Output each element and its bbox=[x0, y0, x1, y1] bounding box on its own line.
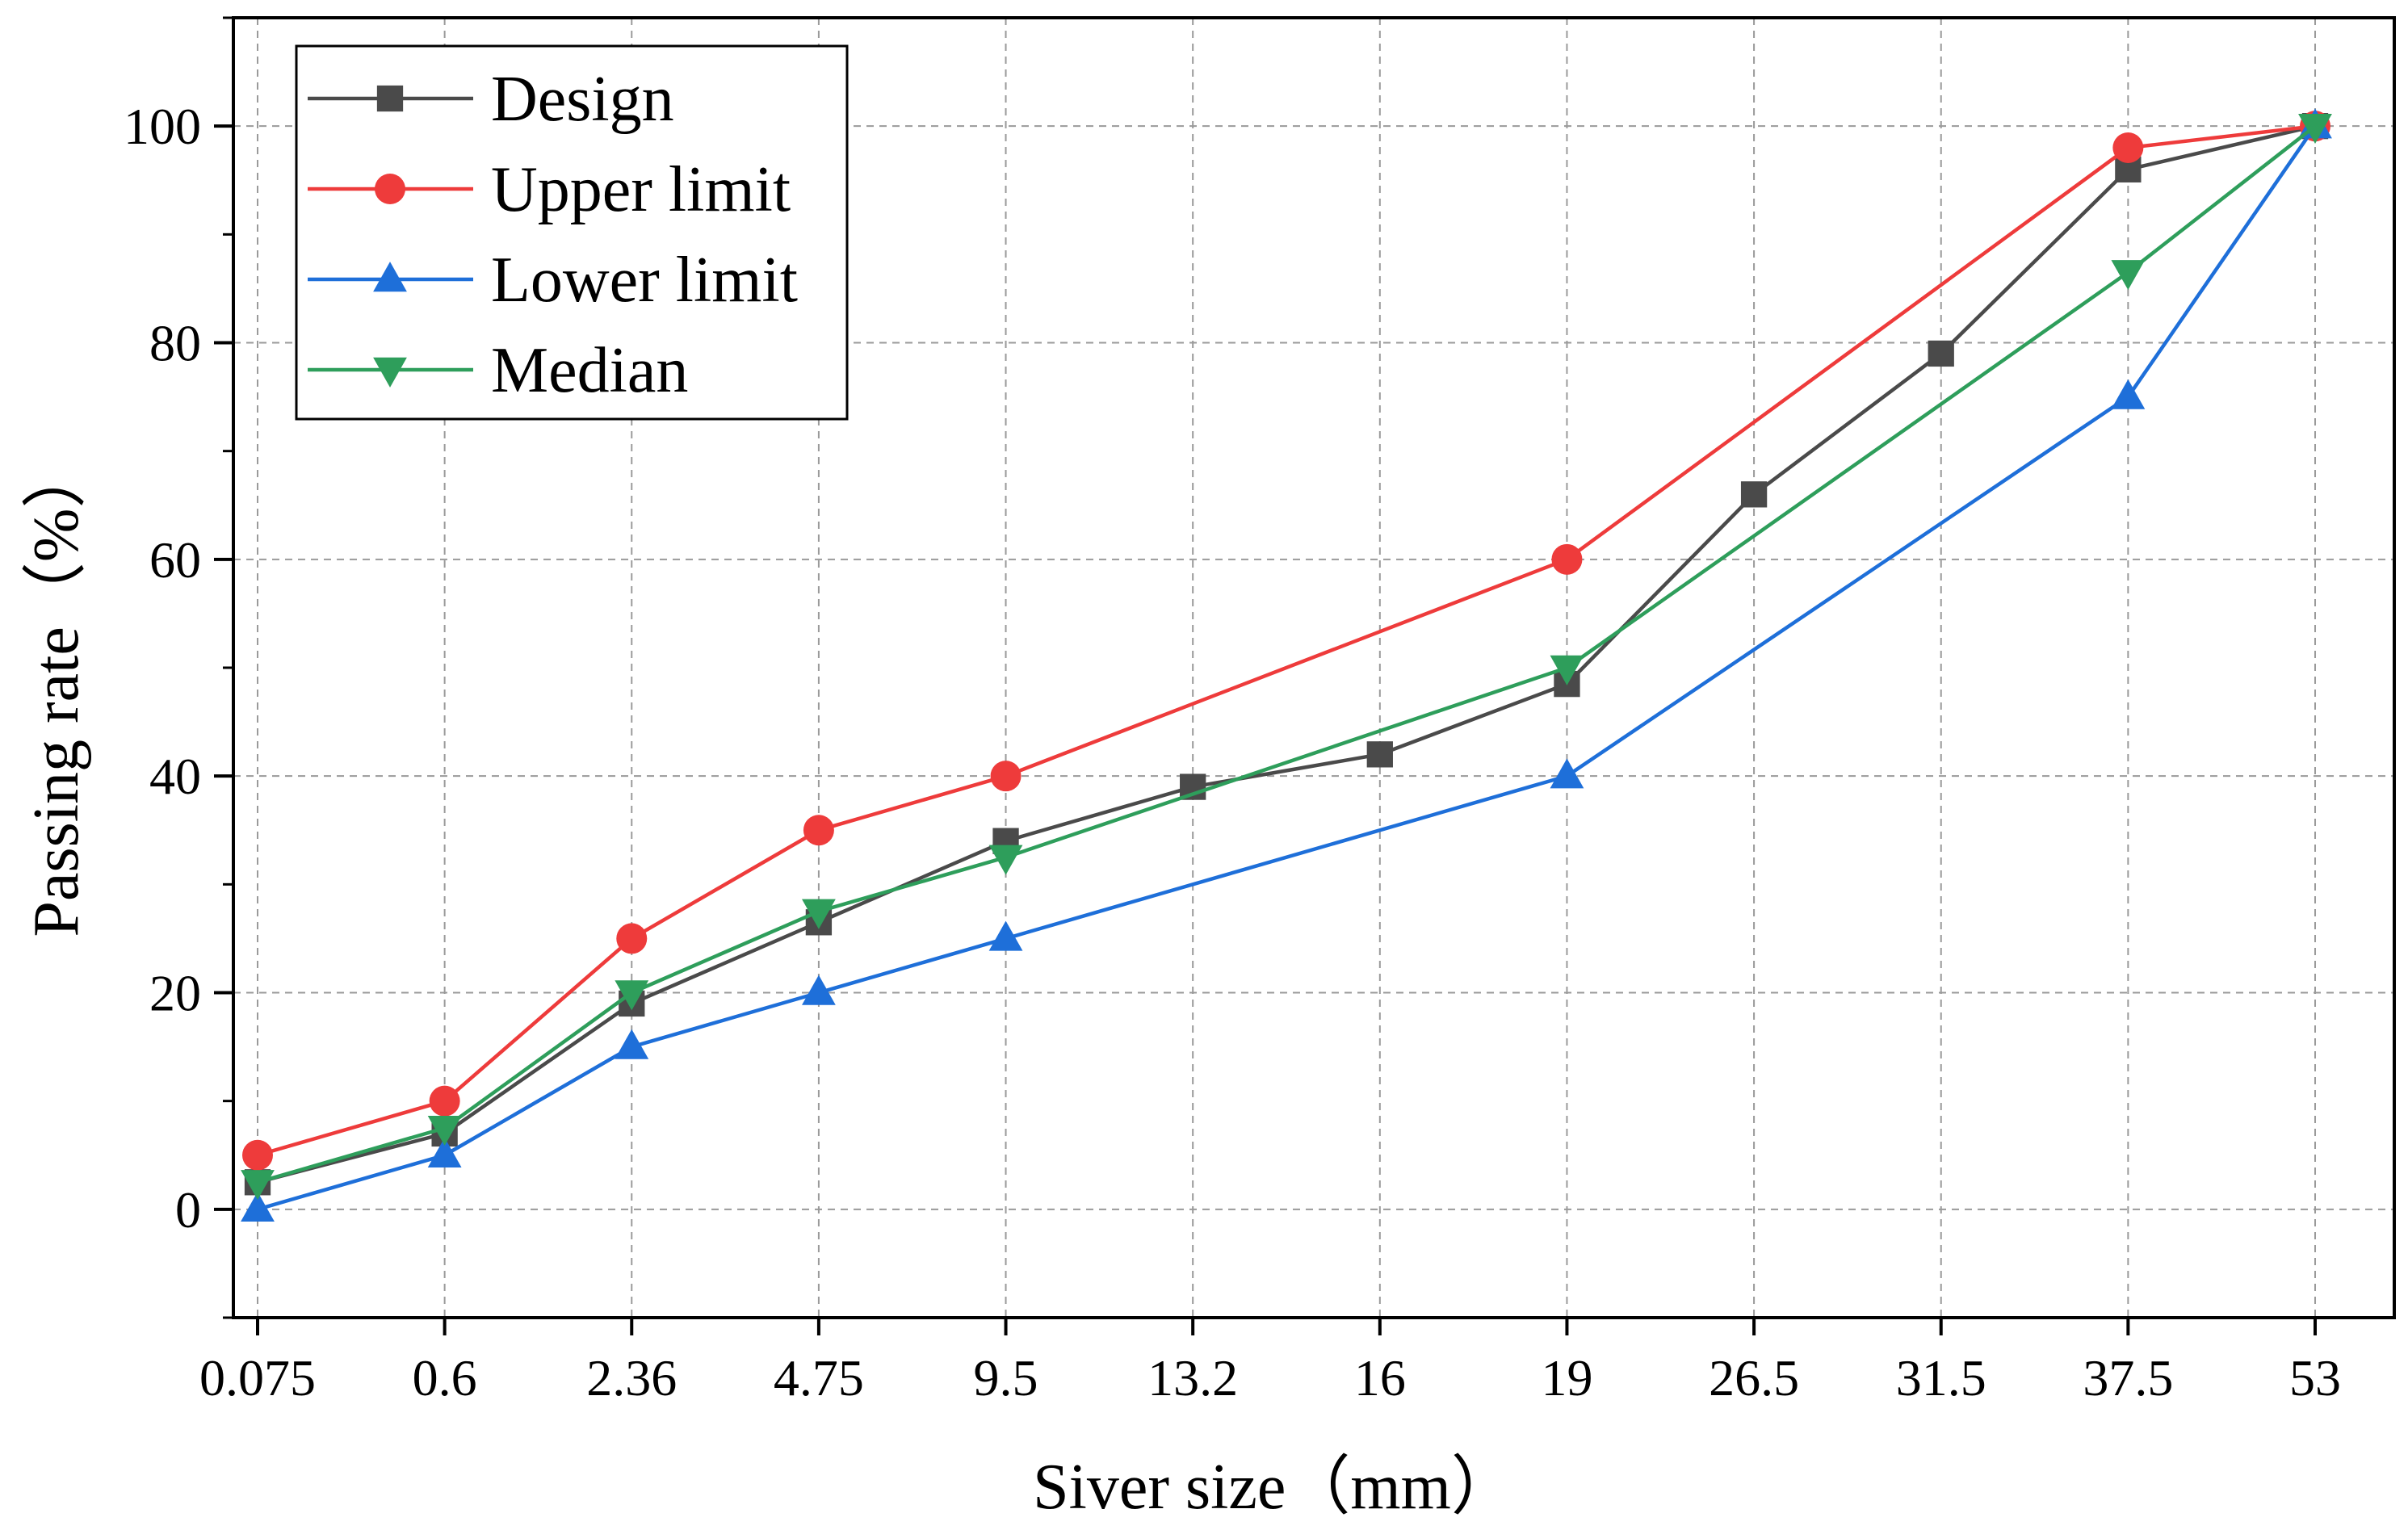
data-point-upper-limit bbox=[803, 815, 834, 846]
legend-item-median: Median bbox=[308, 335, 688, 406]
data-point-lower-limit bbox=[2111, 379, 2146, 409]
x-tick-label: 0.075 bbox=[199, 1349, 316, 1406]
x-axis: 0.075 0.6 2.36 4.75 9.5 13.2 16 19 26.5 31.5 37.5 5… bbox=[199, 1318, 2341, 1406]
data-point-median bbox=[2298, 113, 2332, 145]
data-point-lower-limit bbox=[802, 975, 836, 1005]
y-axis: 0 20 40 60 80 100 bbox=[124, 16, 233, 1319]
legend-marker-median bbox=[373, 357, 407, 388]
data-point-upper-limit bbox=[429, 1085, 460, 1117]
data-point-median bbox=[241, 1170, 275, 1201]
data-point-upper-limit bbox=[616, 923, 648, 954]
data-point-design bbox=[1740, 481, 1768, 508]
data-point-upper-limit bbox=[2112, 132, 2144, 163]
data-point-lower-limit bbox=[988, 920, 1023, 951]
x-tick-label: 16 bbox=[1354, 1349, 1406, 1406]
legend-label-upper-limit: Upper limit bbox=[491, 154, 791, 225]
legend-marker-design bbox=[376, 85, 404, 112]
legend-item-design: Design bbox=[308, 64, 674, 135]
series-line-median bbox=[257, 124, 2317, 1184]
data-point-lower-limit bbox=[427, 1137, 462, 1167]
legend-item-lower-limit: Lower limit bbox=[308, 245, 798, 316]
x-tick-label: 53 bbox=[2289, 1349, 2341, 1406]
data-point-median bbox=[2111, 260, 2146, 291]
data-point-upper-limit bbox=[242, 1139, 273, 1171]
series-line-design bbox=[257, 124, 2316, 1184]
series-lower-limit bbox=[241, 108, 2332, 1222]
x-tick-label: 31.5 bbox=[1896, 1349, 1986, 1406]
data-point-lower-limit bbox=[1550, 758, 1584, 789]
series-layer bbox=[241, 108, 2332, 1222]
legend-label-median: Median bbox=[491, 335, 688, 406]
y-tick-label: 60 bbox=[149, 531, 201, 589]
y-tick-label: 80 bbox=[149, 315, 201, 372]
x-tick-label: 26.5 bbox=[1709, 1349, 1799, 1406]
legend-label-lower-limit: Lower limit bbox=[491, 245, 798, 316]
x-tick-label: 9.5 bbox=[974, 1349, 1038, 1406]
y-tick-label: 40 bbox=[149, 748, 201, 805]
y-tick-label: 100 bbox=[124, 98, 201, 155]
series-median bbox=[241, 113, 2332, 1201]
legend: Design Upper limit Lower limit Median bbox=[295, 44, 849, 421]
y-tick-label: 0 bbox=[175, 1181, 201, 1239]
y-tick-label: 20 bbox=[149, 965, 201, 1022]
legend-marker-lower-limit bbox=[373, 262, 407, 292]
x-tick-label: 0.6 bbox=[413, 1349, 477, 1406]
data-point-median bbox=[615, 980, 649, 1011]
y-axis-title: Passing rate（%） bbox=[21, 443, 92, 937]
x-tick-label: 19 bbox=[1541, 1349, 1592, 1406]
data-point-median bbox=[988, 845, 1023, 875]
data-point-upper-limit bbox=[1551, 543, 1583, 575]
data-point-design bbox=[1366, 741, 1393, 768]
legend-label-design: Design bbox=[491, 64, 674, 135]
data-point-lower-limit bbox=[615, 1029, 649, 1059]
data-point-median bbox=[1550, 655, 1584, 685]
data-point-median bbox=[802, 899, 836, 929]
series-line-lower-limit bbox=[257, 124, 2317, 1211]
data-point-design bbox=[1928, 340, 1954, 367]
series-line-upper-limit bbox=[257, 124, 2316, 1157]
x-tick-label: 37.5 bbox=[2083, 1349, 2173, 1406]
legend-marker-upper-limit bbox=[375, 174, 405, 204]
x-axis-title: Siver size（mm） bbox=[1033, 1452, 1516, 1523]
legend-item-upper-limit: Upper limit bbox=[308, 154, 791, 225]
x-tick-label: 2.36 bbox=[586, 1349, 677, 1406]
data-point-upper-limit bbox=[990, 761, 1022, 792]
x-tick-label: 13.2 bbox=[1147, 1349, 1238, 1406]
data-point-median bbox=[427, 1116, 462, 1146]
data-point-lower-limit bbox=[241, 1191, 275, 1222]
x-tick-label: 4.75 bbox=[774, 1349, 864, 1406]
